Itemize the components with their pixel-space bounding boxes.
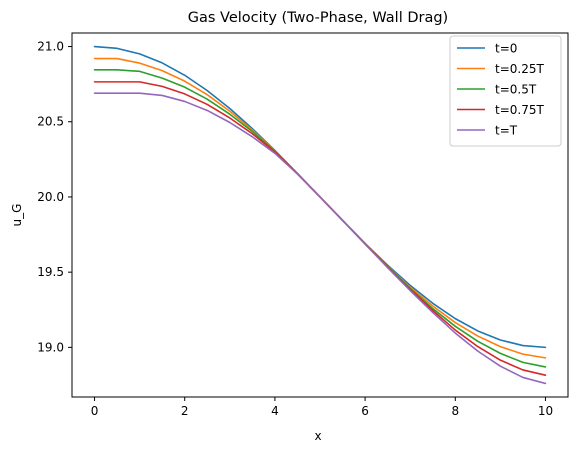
series-line-4 (93, 92, 547, 385)
y-tick-label: 20.5 (37, 115, 64, 129)
legend-label-3: t=0.75T (495, 103, 544, 117)
chart-title: Gas Velocity (Two-Phase, Wall Drag) (188, 10, 448, 26)
legend-label-1: t=0.25T (495, 62, 544, 76)
x-tick-label: 8 (451, 404, 459, 418)
x-tick-label: 10 (538, 404, 553, 418)
y-tick-label: 20.0 (37, 190, 64, 204)
legend-label-4: t=T (495, 124, 518, 138)
x-axis-ticks: 0 2 4 6 8 10 (91, 397, 553, 418)
legend: t=0 t=0.25T t=0.5T t=0.75T t=T (449, 35, 562, 147)
series-lines (93, 45, 547, 385)
y-tick-label: 21.0 (37, 40, 64, 54)
y-axis-ticks: 19.0 19.5 20.0 20.5 21.0 (37, 40, 72, 354)
y-tick-label: 19.0 (37, 340, 64, 354)
plot-area-frame (71, 32, 569, 398)
legend-label-0: t=0 (495, 42, 517, 56)
x-tick-label: 0 (91, 404, 99, 418)
legend-label-2: t=0.5T (495, 83, 537, 97)
y-axis-label: u_G (10, 204, 24, 227)
legend-items: t=0 t=0.25T t=0.5T t=0.75T t=T (457, 42, 544, 138)
legend-box (449, 35, 562, 147)
x-tick-label: 6 (361, 404, 369, 418)
x-tick-label: 2 (181, 404, 189, 418)
x-axis-label: x (314, 429, 321, 443)
x-tick-label: 4 (271, 404, 279, 418)
y-tick-label: 19.5 (37, 265, 64, 279)
